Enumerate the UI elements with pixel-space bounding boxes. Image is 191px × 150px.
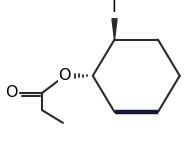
Text: O: O — [58, 68, 71, 83]
Text: I: I — [111, 0, 116, 15]
Polygon shape — [112, 19, 117, 40]
Text: O: O — [5, 85, 18, 100]
